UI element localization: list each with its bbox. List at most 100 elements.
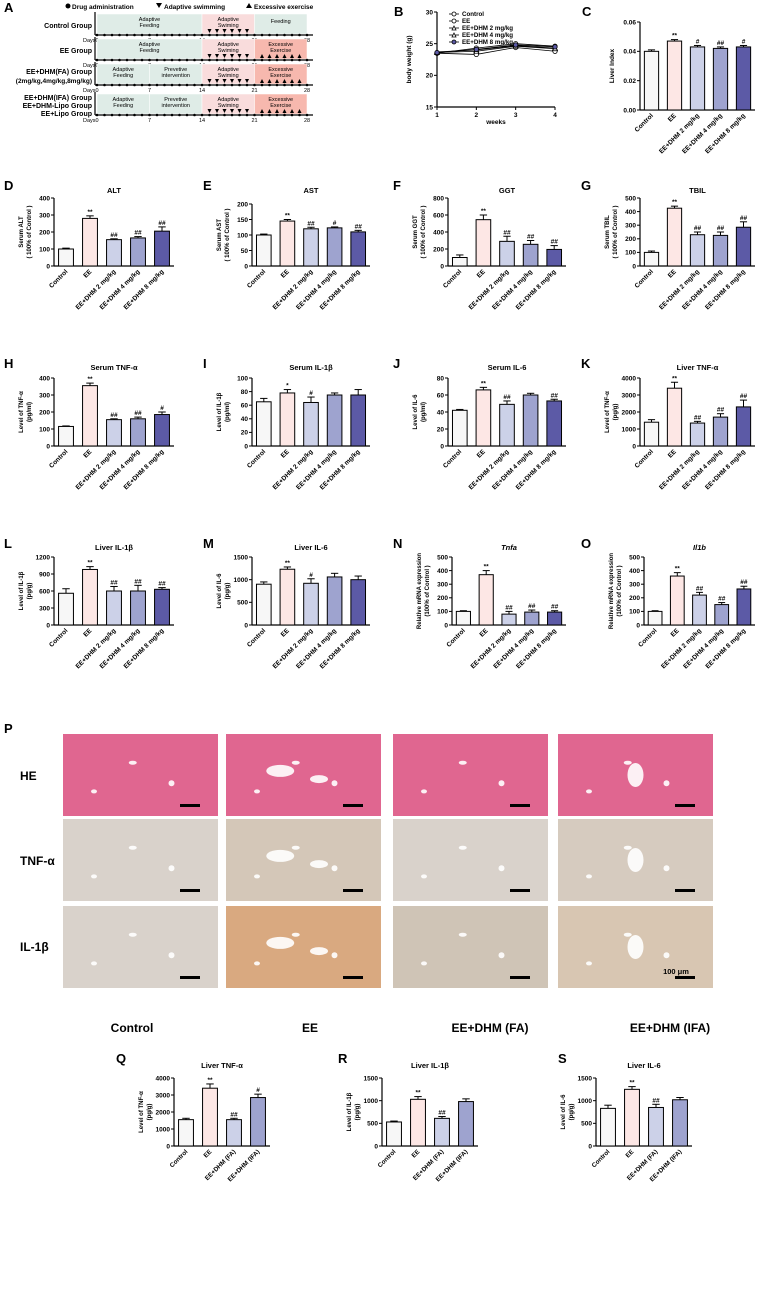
day-tick: 7: [148, 118, 151, 124]
panel-letter: C: [582, 4, 592, 19]
panel-letter: M: [203, 536, 214, 551]
significance-mark: **: [285, 213, 291, 220]
x-tick-label: EE+DHM 4 mg/kg: [295, 627, 338, 670]
y-axis-label: Serum GGT: [413, 215, 419, 249]
y-tick-label: 80: [437, 375, 445, 382]
significance-mark: ##: [718, 596, 726, 603]
y-axis-label: (pg/g): [355, 1104, 361, 1121]
band-label: Swiming: [218, 103, 239, 109]
vessel-lumen: [458, 760, 467, 765]
y-tick-label: 300: [625, 223, 636, 230]
scale-bar: [510, 804, 530, 807]
band-label: Excessive: [268, 67, 293, 73]
drug-dot: [125, 33, 129, 37]
significance-mark: **: [481, 380, 487, 387]
histology-image: [393, 819, 548, 901]
swimming-marker: [215, 54, 219, 58]
swimming-marker: [215, 109, 219, 113]
x-tick-label: EE+DHM 4 mg/kg: [681, 448, 724, 491]
group-label: Control Group: [44, 23, 92, 30]
chart-R: R Liver IL-1β Level of IL-1β (pg/g) 0 500 1000…: [338, 1051, 478, 1183]
y-tick-label: 0: [636, 622, 640, 629]
y-axis-label: ( 100% of Control ): [27, 205, 33, 258]
bar: [643, 251, 660, 267]
chart-title: Serum IL-6: [488, 363, 527, 372]
x-tick-label: Control: [48, 268, 69, 289]
y-tick-label: 150: [237, 217, 248, 224]
legend-label: EE+DHM 8 mg/kg: [462, 39, 513, 46]
y-axis-label: ( 100% of Control ): [225, 208, 231, 261]
band-label: Swiming: [218, 23, 239, 29]
drug-dot: [305, 83, 309, 87]
y-tick-label: 400: [39, 195, 50, 202]
drug-dot: [208, 58, 211, 62]
bar: [712, 47, 729, 111]
x-tick-label: Control: [246, 268, 267, 289]
bar: [672, 1099, 688, 1147]
swimming-marker: [245, 54, 249, 58]
chart-I: I Serum IL-1β Level of IL-1β (pg/ml) 0 20 40 60…: [203, 356, 370, 491]
bar: [226, 1119, 242, 1147]
band-label: Adaptive: [218, 97, 239, 103]
drug-dot: [110, 113, 114, 117]
x-tick-label: EE+DHM 2 mg/kg: [658, 112, 701, 155]
band-label: Feeding: [271, 19, 291, 25]
y-tick-label: 1000: [234, 577, 249, 584]
drug-dot: [140, 113, 144, 117]
significance-mark: **: [87, 209, 93, 216]
drug-dot: [223, 58, 226, 62]
adaptive-swimming-marker: [156, 3, 162, 8]
x-tick-label: EE+DHM 4 mg/kg: [681, 268, 724, 311]
y-axis-label: (pg/g): [569, 1104, 575, 1121]
drug-dot: [238, 58, 241, 62]
vessel-lumen: [421, 789, 427, 794]
vessel-lumen: [168, 865, 175, 872]
significance-mark: ##: [717, 407, 725, 414]
y-tick-label: 20: [437, 426, 445, 433]
chart-title: Liver TNF-α: [677, 363, 719, 372]
y-tick-label: 500: [367, 1121, 378, 1128]
drug-dot: [193, 33, 196, 37]
significance-mark: #: [742, 38, 746, 45]
y-axis-label: (pg/ml): [421, 402, 427, 422]
drug-dot: [155, 58, 159, 62]
vessel-lumen: [421, 874, 427, 879]
legend-marker: [451, 18, 457, 24]
x-tick-label: EE+DHM 4 mg/kg: [295, 268, 338, 311]
drug-dot: [223, 113, 226, 117]
drug-dot: [133, 113, 136, 117]
significance-mark: ##: [307, 220, 315, 227]
timeline-row: Control GroupAdaptiveFeedingAdaptiveSwim…: [44, 12, 313, 44]
scale-bar: [343, 804, 363, 807]
bar: [303, 401, 319, 447]
chart-title: TBIL: [689, 186, 706, 195]
y-axis-label: Relative mRNA expression: [609, 553, 615, 629]
significance-mark: ##: [740, 579, 748, 586]
drug-dot: [118, 33, 121, 37]
y-tick-label: 0: [632, 443, 636, 450]
vessel-lumen: [254, 789, 260, 794]
drug-dot: [178, 83, 181, 87]
vessel-lumen: [128, 760, 137, 765]
swimming-marker: [237, 79, 242, 83]
drug-dot: [155, 83, 159, 87]
drug-dot: [260, 33, 264, 37]
drug-dot: [305, 33, 309, 37]
excessive-exercise-marker: [246, 3, 252, 8]
drug-dot: [275, 83, 279, 87]
drug-dot: [290, 33, 294, 37]
data-point: [473, 46, 479, 52]
significance-mark: **: [484, 564, 490, 571]
drug-dot: [193, 113, 196, 117]
drug-dot: [170, 58, 174, 62]
significance-mark: ##: [694, 414, 702, 421]
swimming-marker: [222, 79, 227, 83]
series-line: [436, 47, 556, 55]
drug-dot: [283, 58, 286, 62]
bar: [130, 590, 146, 626]
days-label: Days: [83, 63, 96, 69]
vessel-lumen: [168, 780, 175, 787]
drug-dot: [185, 58, 189, 62]
vessel-lumen: [128, 845, 137, 850]
bar: [202, 1087, 218, 1147]
